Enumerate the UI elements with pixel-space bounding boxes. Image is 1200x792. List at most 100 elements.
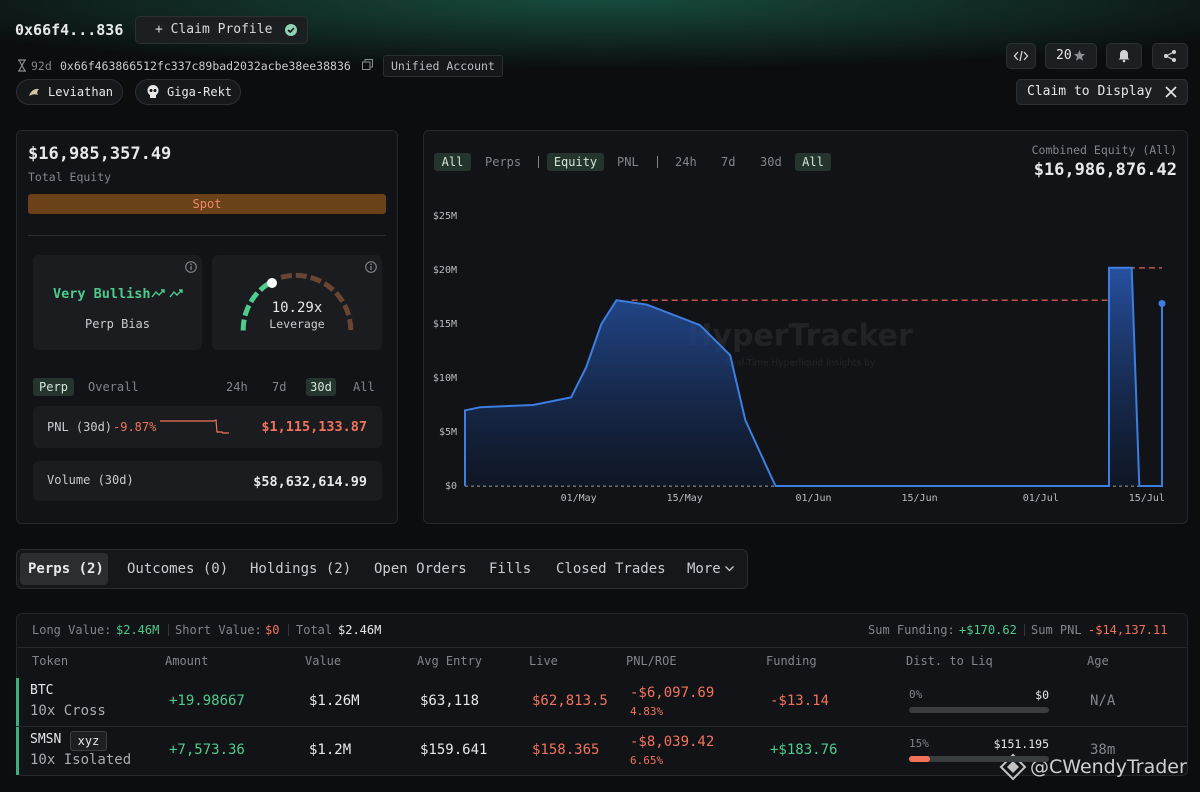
watermark: HyperTracker [687, 319, 913, 354]
claim-display-label[interactable]: Claim to Display [1027, 84, 1153, 99]
scope-tab[interactable]: Perp [39, 380, 68, 394]
liq-price: $0 [1035, 688, 1049, 702]
equity-chart: HyperTracker Real-Time Hyperliquid Insig… [433, 211, 1166, 504]
liq-distance: 15% [909, 737, 929, 750]
avg-entry: $159.641 [420, 742, 488, 758]
scope-tab[interactable]: Overall [88, 380, 139, 394]
star-count[interactable]: 20 [1056, 48, 1072, 63]
amount: +7,573.36 [169, 742, 245, 758]
volume-card [33, 461, 382, 501]
column-header: PNL/ROE [626, 654, 677, 668]
active-tab[interactable] [795, 153, 831, 171]
metric-tab[interactable]: PNL [617, 155, 639, 169]
account-age: 92d [31, 59, 52, 73]
y-tick-label: $15M [433, 319, 457, 330]
active-tab[interactable] [20, 553, 108, 585]
star-button[interactable] [1045, 43, 1097, 69]
x-tick-label: 15/Jun [902, 493, 938, 504]
bell-icon [1118, 50, 1130, 63]
tab[interactable]: Open Orders [374, 561, 467, 577]
chevron-icon [725, 566, 734, 572]
period-tab[interactable]: All [353, 380, 375, 394]
roe: 6.65% [630, 754, 664, 767]
info-icon[interactable] [185, 261, 197, 273]
badge-label[interactable]: Leviathan [48, 85, 114, 99]
summary-value: $0 [265, 623, 280, 637]
divider [17, 647, 1187, 648]
summary-value: -$14,137.11 [1088, 623, 1168, 637]
x-tick-label: 01/Jul [1023, 493, 1059, 504]
x-tick-label: 01/May [561, 493, 597, 504]
tab[interactable]: Closed Trades [556, 561, 666, 577]
pnl-value: $1,115,133.87 [261, 419, 367, 435]
roe: 4.83% [630, 705, 664, 718]
tab[interactable]: Perps (2) [28, 561, 104, 577]
summary-value: $2.46M [338, 623, 382, 637]
separator [657, 156, 658, 168]
filter-tab[interactable]: Perps [485, 155, 522, 169]
tab[interactable]: More [687, 561, 721, 577]
y-tick-label: $10M [433, 373, 457, 384]
trend-icons [151, 289, 183, 298]
period-tab[interactable]: 24h [675, 155, 697, 169]
active-tab[interactable] [547, 153, 604, 171]
leviathan-icon [29, 88, 39, 96]
short-address: 0x66f4...836 [15, 21, 124, 39]
separator [1024, 624, 1025, 636]
pnl-sparkline [160, 419, 229, 434]
column-header: Value [305, 654, 342, 668]
share-button[interactable] [1152, 43, 1188, 69]
long-accent [16, 678, 19, 726]
share-icon [1164, 50, 1176, 62]
tab[interactable]: Outcomes (0) [127, 561, 229, 577]
y-tick-label: $5M [439, 427, 457, 438]
volume-value: $58,632,614.99 [253, 474, 367, 490]
account-type-badge [383, 55, 503, 77]
claim-profile-label[interactable]: + Claim Profile [155, 22, 273, 37]
badge-pill[interactable] [16, 79, 123, 105]
combined-label: Combined Equity (All) [1031, 143, 1177, 157]
period-tab[interactable]: 7d [721, 155, 736, 169]
summary-label: Total [296, 623, 333, 637]
claim-display-button[interactable] [1016, 79, 1188, 105]
active-tab[interactable] [306, 378, 336, 396]
liq-track [909, 756, 1049, 762]
active-tab[interactable] [33, 378, 74, 396]
period-tab[interactable]: All [802, 155, 824, 169]
metric-tab[interactable]: Equity [553, 155, 598, 169]
spot-bar [28, 194, 386, 214]
liq-distance: 0% [909, 688, 923, 701]
pnl: -$8,039.42 [630, 734, 715, 750]
x-tick-label: 15/May [667, 493, 703, 504]
info-icon[interactable] [365, 261, 377, 273]
live-price: $158.365 [532, 742, 600, 758]
area-fill [465, 267, 1162, 486]
claim-profile-button[interactable] [135, 16, 308, 44]
funding: +$183.76 [770, 742, 838, 758]
separator [288, 624, 289, 636]
copy-icon[interactable] [362, 59, 373, 70]
summary-label: Long Value: [32, 623, 112, 637]
star-icon [1074, 50, 1085, 61]
active-tab[interactable] [434, 153, 471, 171]
badge-label[interactable]: Giga-Rekt [167, 85, 233, 99]
bias-card [33, 255, 202, 350]
period-tab[interactable]: 7d [272, 380, 287, 394]
leverage-card [212, 255, 382, 350]
token-tag: xyz [77, 734, 100, 748]
token: SMSN [30, 732, 62, 747]
embed-button[interactable] [1006, 43, 1036, 69]
filter-tab[interactable]: All [441, 155, 464, 169]
tab[interactable]: Holdings (2) [250, 561, 352, 577]
value: $1.26M [309, 693, 360, 709]
leverage-gauge [240, 272, 354, 331]
tab[interactable]: Fills [489, 561, 532, 577]
combined-value: $16,986,876.42 [1033, 160, 1177, 180]
period-tab[interactable]: 24h [226, 380, 248, 394]
column-header: Avg Entry [417, 654, 483, 668]
leverage-value: 10.29x [271, 300, 323, 316]
x-tick-label: 01/Jun [795, 493, 831, 504]
summary-value: $2.46M [116, 623, 160, 637]
period-tab[interactable]: 30d [310, 380, 332, 394]
period-tab[interactable]: 30d [760, 155, 782, 169]
